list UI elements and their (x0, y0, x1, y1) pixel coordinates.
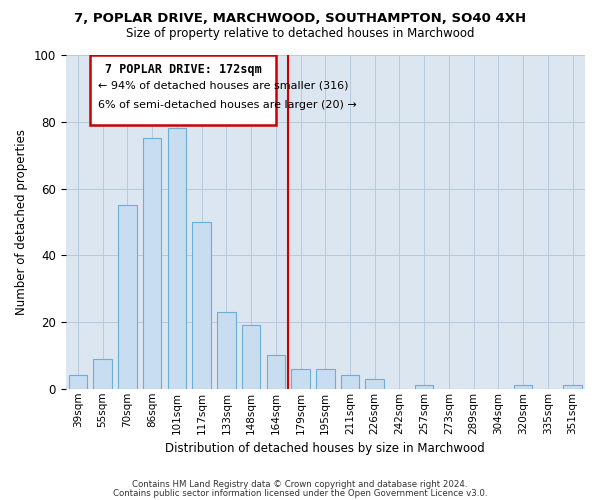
Text: Contains public sector information licensed under the Open Government Licence v3: Contains public sector information licen… (113, 488, 487, 498)
Bar (291, 368, 310, 389)
Bar (193, 222, 211, 389)
Bar (341, 376, 359, 389)
X-axis label: Distribution of detached houses by size in Marchwood: Distribution of detached houses by size … (166, 442, 485, 455)
Bar (415, 386, 433, 389)
Bar (68, 376, 87, 389)
Bar (217, 312, 236, 389)
Text: Size of property relative to detached houses in Marchwood: Size of property relative to detached ho… (126, 28, 474, 40)
Bar (266, 356, 285, 389)
Text: Contains HM Land Registry data © Crown copyright and database right 2024.: Contains HM Land Registry data © Crown c… (132, 480, 468, 489)
Text: 7, POPLAR DRIVE, MARCHWOOD, SOUTHAMPTON, SO40 4XH: 7, POPLAR DRIVE, MARCHWOOD, SOUTHAMPTON,… (74, 12, 526, 26)
Text: 6% of semi-detached houses are larger (20) →: 6% of semi-detached houses are larger (2… (98, 100, 356, 110)
Text: ← 94% of detached houses are smaller (316): ← 94% of detached houses are smaller (31… (98, 80, 348, 90)
Bar (167, 128, 186, 389)
Bar (365, 379, 384, 389)
Bar (514, 386, 532, 389)
FancyBboxPatch shape (90, 55, 276, 125)
Bar (118, 205, 137, 389)
Text: 7 POPLAR DRIVE: 172sqm: 7 POPLAR DRIVE: 172sqm (104, 64, 262, 76)
Bar (143, 138, 161, 389)
Bar (242, 326, 260, 389)
Bar (94, 358, 112, 389)
Bar (563, 386, 582, 389)
Y-axis label: Number of detached properties: Number of detached properties (15, 129, 28, 315)
Bar (316, 368, 335, 389)
